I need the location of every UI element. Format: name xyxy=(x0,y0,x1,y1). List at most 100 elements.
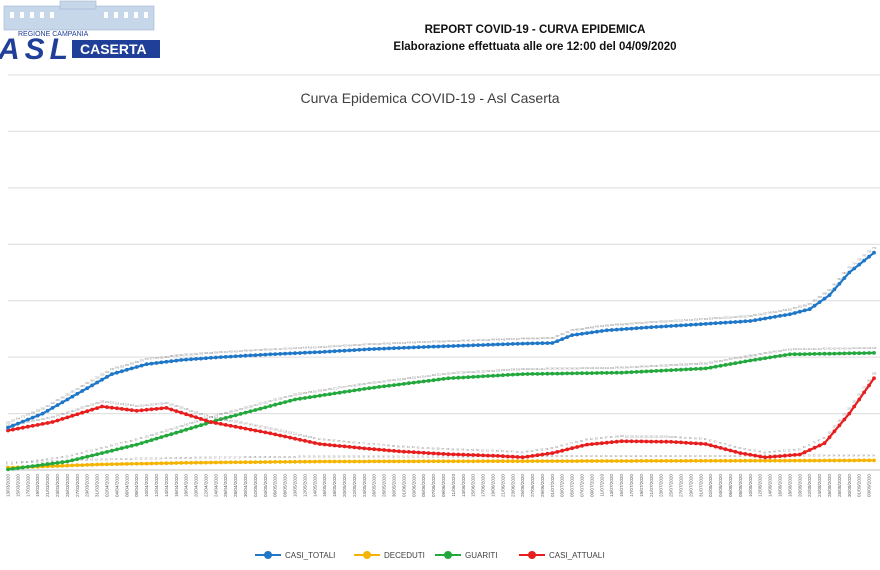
data-point xyxy=(50,461,55,466)
x-tick-label: 16/04/2020 xyxy=(174,474,179,497)
data-point xyxy=(273,460,278,464)
data-point xyxy=(377,459,381,464)
logo-city-text: CASERTA xyxy=(80,41,147,57)
data-label: 316 xyxy=(427,374,432,378)
data-point xyxy=(372,347,377,351)
data-point xyxy=(649,325,654,330)
data-point xyxy=(411,345,416,350)
data-label: 504 xyxy=(639,321,644,325)
data-point xyxy=(179,358,184,362)
data-label: 519 xyxy=(709,317,714,321)
data-label: 471 xyxy=(565,330,570,334)
data-point xyxy=(124,407,129,412)
data-point xyxy=(278,352,283,356)
data-point xyxy=(278,433,283,438)
data-point xyxy=(273,432,278,437)
data-point xyxy=(510,342,515,346)
data-point xyxy=(258,429,263,434)
data-label: 290 xyxy=(85,381,90,385)
data-point xyxy=(312,394,317,399)
data-point xyxy=(149,407,154,412)
data-point xyxy=(659,439,664,444)
data-label: 32 xyxy=(575,454,578,458)
data-label: 411 xyxy=(813,347,818,351)
data-point xyxy=(164,359,169,364)
data-point xyxy=(441,452,446,456)
data-point xyxy=(362,446,367,451)
data-point xyxy=(25,424,30,429)
data-point xyxy=(520,372,525,376)
data-label: 147 xyxy=(244,422,249,426)
data-label: 496 xyxy=(610,323,615,327)
data-label: 171 xyxy=(21,415,26,419)
data-label: 438 xyxy=(437,339,442,343)
data-label: 432 xyxy=(397,341,402,345)
data-label: 526 xyxy=(738,315,743,319)
data-label: 449 xyxy=(540,336,545,340)
data-point xyxy=(629,459,634,463)
data-label: 416 xyxy=(303,346,308,350)
data-point xyxy=(327,392,332,397)
data-point xyxy=(263,430,268,435)
data-point xyxy=(733,449,738,454)
data-label: 414 xyxy=(857,346,862,350)
data-label: 412 xyxy=(827,347,832,351)
data-label: 58 xyxy=(437,447,440,451)
chart-legend: CASI_TOTALI DECEDUTI GUARITI CASI_ATTUALI xyxy=(255,547,655,563)
data-point xyxy=(763,455,767,460)
data-label: 164 xyxy=(16,417,21,421)
data-point xyxy=(585,459,589,463)
data-point xyxy=(842,458,847,463)
data-point xyxy=(728,448,733,453)
data-label: 24 xyxy=(159,456,162,460)
data-label: 59 xyxy=(432,446,435,450)
data-label: 52 xyxy=(788,448,791,452)
data-label: 21 xyxy=(115,457,118,461)
data-label: 200 xyxy=(847,407,852,411)
data-point xyxy=(164,461,169,466)
x-tick-label: 26/08/2020 xyxy=(827,474,832,497)
data-label: 32 xyxy=(580,454,583,458)
data-label: 55 xyxy=(456,448,459,452)
data-point xyxy=(105,375,109,379)
data-point xyxy=(273,402,278,407)
data-point xyxy=(159,360,164,365)
data-label: 208 xyxy=(248,404,253,408)
data-label: 358 xyxy=(694,362,699,366)
data-label: 440 xyxy=(451,339,456,343)
data-point xyxy=(471,343,476,348)
data-point xyxy=(65,463,70,468)
data-point xyxy=(441,459,446,464)
data-point xyxy=(387,346,391,351)
data-label: 27 xyxy=(229,455,232,459)
data-point xyxy=(134,461,139,466)
data-point xyxy=(827,351,832,356)
data-point xyxy=(397,382,401,387)
data-point xyxy=(703,322,708,326)
data-point xyxy=(327,443,332,447)
data-label: 122 xyxy=(278,428,283,432)
data-point xyxy=(832,287,837,292)
data-point xyxy=(308,459,312,464)
data-point xyxy=(807,307,812,312)
data-point xyxy=(590,330,594,335)
data-label: 341 xyxy=(545,367,550,371)
data-label: 84 xyxy=(343,439,346,443)
x-tick-label: 24/08/2020 xyxy=(817,474,822,497)
data-label: 11 xyxy=(31,460,34,464)
data-point xyxy=(115,406,119,411)
data-point xyxy=(293,397,297,402)
data-label: 410 xyxy=(793,347,798,351)
data-label: 339 xyxy=(516,367,521,371)
data-label: 140 xyxy=(6,424,11,428)
data-label: 31 xyxy=(437,454,440,458)
data-label: 209 xyxy=(174,404,179,408)
data-label: 353 xyxy=(664,363,669,367)
data-point xyxy=(268,431,273,436)
data-label: 379 xyxy=(154,356,159,360)
data-point xyxy=(144,461,149,466)
data-point xyxy=(421,345,426,349)
data-point xyxy=(679,367,683,372)
data-label: 116 xyxy=(827,430,832,434)
data-point xyxy=(644,325,649,330)
